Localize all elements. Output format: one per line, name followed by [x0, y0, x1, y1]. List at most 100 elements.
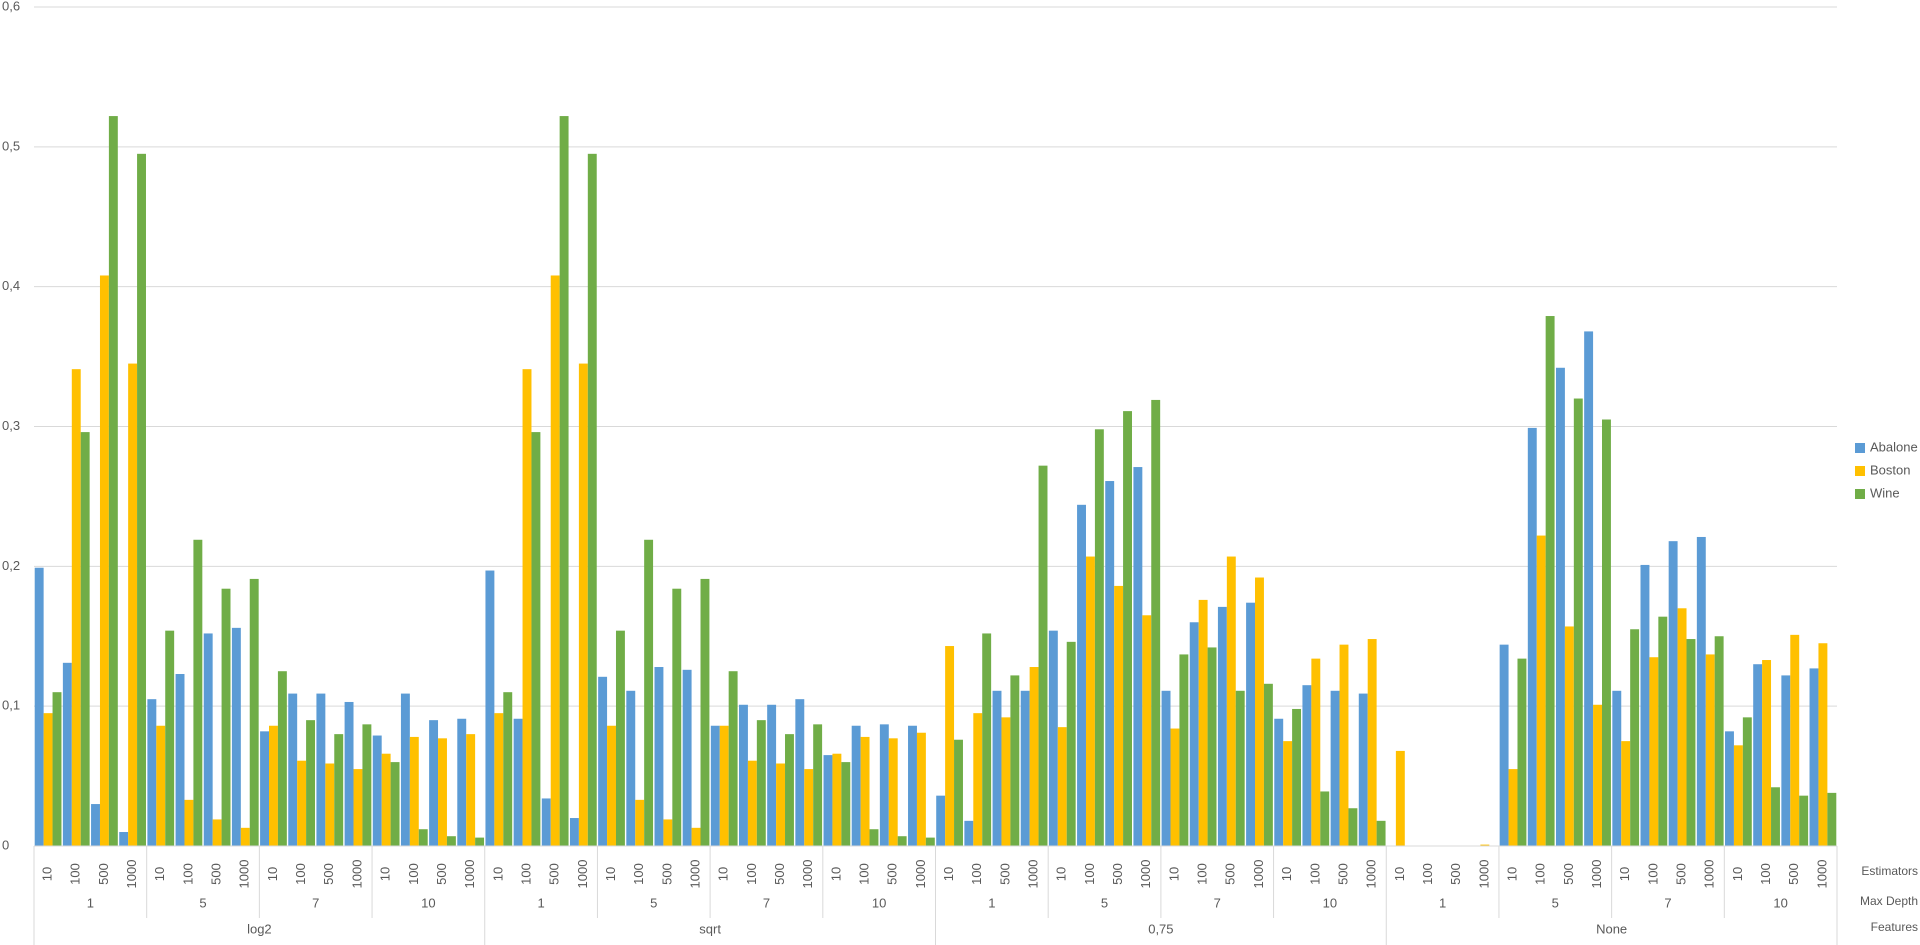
x-tick-label: 100: [1307, 863, 1322, 885]
bar: [756, 720, 766, 846]
x-tick-label: 100: [293, 863, 308, 885]
x-tick-label: 500: [96, 863, 111, 885]
bar: [1020, 690, 1030, 846]
bar: [1753, 664, 1763, 846]
bar: [1733, 745, 1743, 846]
bar: [249, 578, 259, 846]
bar: [418, 829, 428, 846]
bar: [34, 567, 44, 846]
x-tick-label: 10: [1279, 867, 1294, 881]
x-tick-label: 10: [490, 867, 505, 881]
feature-label: None: [1596, 921, 1627, 936]
bar: [1330, 690, 1340, 846]
x-tick-label: 10: [941, 867, 956, 881]
bar: [719, 725, 729, 846]
bar: [43, 713, 53, 846]
bar: [728, 671, 738, 846]
bar: [1274, 718, 1284, 846]
x-tick-label: 10: [1392, 867, 1407, 881]
bar: [1527, 427, 1537, 846]
x-tick-label: 100: [1533, 863, 1548, 885]
bar: [1358, 693, 1368, 846]
bar: [1114, 585, 1124, 846]
bar: [1799, 795, 1809, 846]
bar: [1170, 728, 1180, 846]
bar: [785, 734, 794, 846]
x-tick-label: 1000: [462, 860, 477, 889]
bar: [231, 627, 241, 846]
bar: [1601, 419, 1611, 846]
bar: [221, 588, 231, 846]
bar: [1198, 599, 1208, 846]
bar: [466, 734, 476, 846]
x-tick-label: 100: [180, 863, 195, 885]
bar: [626, 690, 636, 846]
bar: [71, 369, 81, 846]
bar: [936, 795, 946, 846]
bar: [1480, 844, 1490, 846]
bar: [260, 731, 270, 846]
bar: [851, 725, 861, 846]
bar: [550, 275, 560, 847]
bar: [1686, 639, 1696, 846]
bar: [1640, 564, 1650, 846]
bar: [1189, 622, 1199, 846]
bar: [1555, 367, 1565, 846]
depth-label: 1: [1439, 895, 1446, 910]
x-tick-label: 100: [68, 863, 83, 885]
feature-label: sqrt: [699, 921, 721, 936]
bar: [1133, 467, 1143, 846]
bar: [541, 798, 551, 846]
bar: [1367, 639, 1377, 846]
bar: [559, 116, 569, 846]
bar: [1339, 644, 1349, 846]
bar: [531, 432, 541, 846]
bar: [1057, 727, 1067, 846]
depth-label: 10: [1323, 895, 1337, 910]
bar: [747, 760, 757, 846]
depth-label: 1: [537, 895, 544, 910]
bar: [1320, 791, 1330, 846]
bar: [700, 578, 710, 846]
bar: [710, 725, 720, 846]
x-tick-label: 500: [1110, 863, 1125, 885]
x-tick-label: 100: [1645, 863, 1660, 885]
bar: [1207, 647, 1217, 846]
bar: [156, 725, 166, 846]
bar: [1696, 536, 1706, 846]
bar: [841, 762, 851, 846]
bar: [1827, 792, 1837, 846]
bar: [1235, 690, 1245, 846]
bar: [982, 633, 992, 846]
y-tick-label: 0,5: [2, 138, 20, 153]
bar: [1809, 668, 1819, 846]
x-tick-label: 10: [265, 867, 280, 881]
x-tick-label: 10: [152, 867, 167, 881]
bar: [147, 699, 157, 846]
x-tick-label: 500: [321, 863, 336, 885]
x-tick-label: 100: [1082, 863, 1097, 885]
bar: [1123, 411, 1132, 846]
bar: [362, 724, 372, 846]
bar: [1499, 644, 1509, 846]
bar: [457, 718, 467, 846]
x-tick-label: 10: [1617, 867, 1632, 881]
bar: [1283, 741, 1293, 846]
level-title: Max Depth: [1860, 894, 1918, 908]
bar: [888, 738, 898, 846]
bar: [1762, 660, 1772, 846]
x-tick-label: 500: [997, 863, 1012, 885]
bar: [475, 837, 485, 846]
bar: [1621, 741, 1631, 846]
bar: [1105, 481, 1115, 846]
bar: [1818, 643, 1828, 846]
bar: [1725, 731, 1734, 846]
bar: [916, 732, 926, 846]
bar: [165, 630, 175, 846]
y-tick-label: 0,3: [2, 418, 20, 433]
y-tick-label: 0,2: [2, 558, 20, 573]
y-tick-label: 0,4: [2, 278, 20, 293]
x-tick-label: 1000: [913, 860, 928, 889]
bar: [644, 539, 654, 846]
